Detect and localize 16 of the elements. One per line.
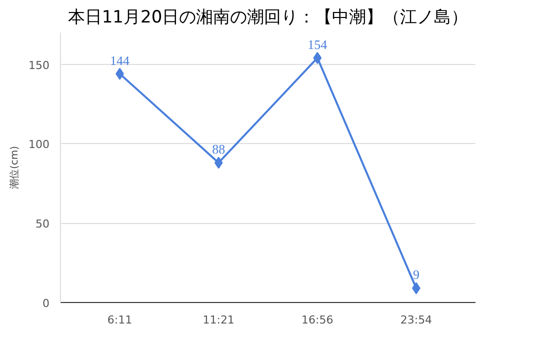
x-tick-label: 23:54	[400, 314, 432, 326]
chart-title: 本日11月20日の湘南の潮回り：【中潮】（江ノ島）	[68, 8, 468, 28]
y-tick-label: 50	[36, 218, 50, 231]
y-axis-title: 潮位(cm)	[8, 146, 21, 190]
data-label: 154	[308, 36, 328, 52]
x-tick-label: 16:56	[302, 314, 334, 326]
data-label: 144	[110, 52, 130, 68]
y-tick-label: 0	[42, 297, 50, 310]
data-label: 88	[212, 142, 226, 157]
x-tick-label: 6:11	[107, 314, 132, 326]
data-label: 9	[412, 267, 420, 282]
point	[313, 52, 322, 64]
point	[214, 156, 223, 169]
y-tick-label: 100	[28, 138, 50, 152]
y-tick-label: 150	[28, 58, 50, 72]
x-tick-label: 11:21	[202, 314, 234, 326]
